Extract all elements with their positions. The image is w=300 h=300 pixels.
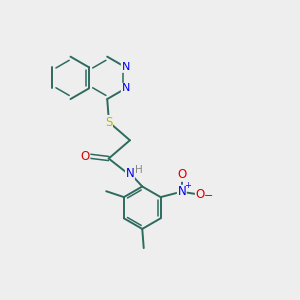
Text: N: N: [125, 167, 134, 180]
Text: −: −: [204, 191, 213, 201]
Text: +: +: [184, 182, 190, 190]
Text: H: H: [135, 165, 142, 175]
Text: O: O: [195, 188, 205, 201]
Text: S: S: [105, 116, 112, 128]
Text: N: N: [122, 62, 130, 72]
Text: N: N: [122, 83, 130, 94]
Text: O: O: [80, 150, 90, 163]
Text: N: N: [177, 185, 186, 198]
Text: O: O: [177, 168, 186, 181]
